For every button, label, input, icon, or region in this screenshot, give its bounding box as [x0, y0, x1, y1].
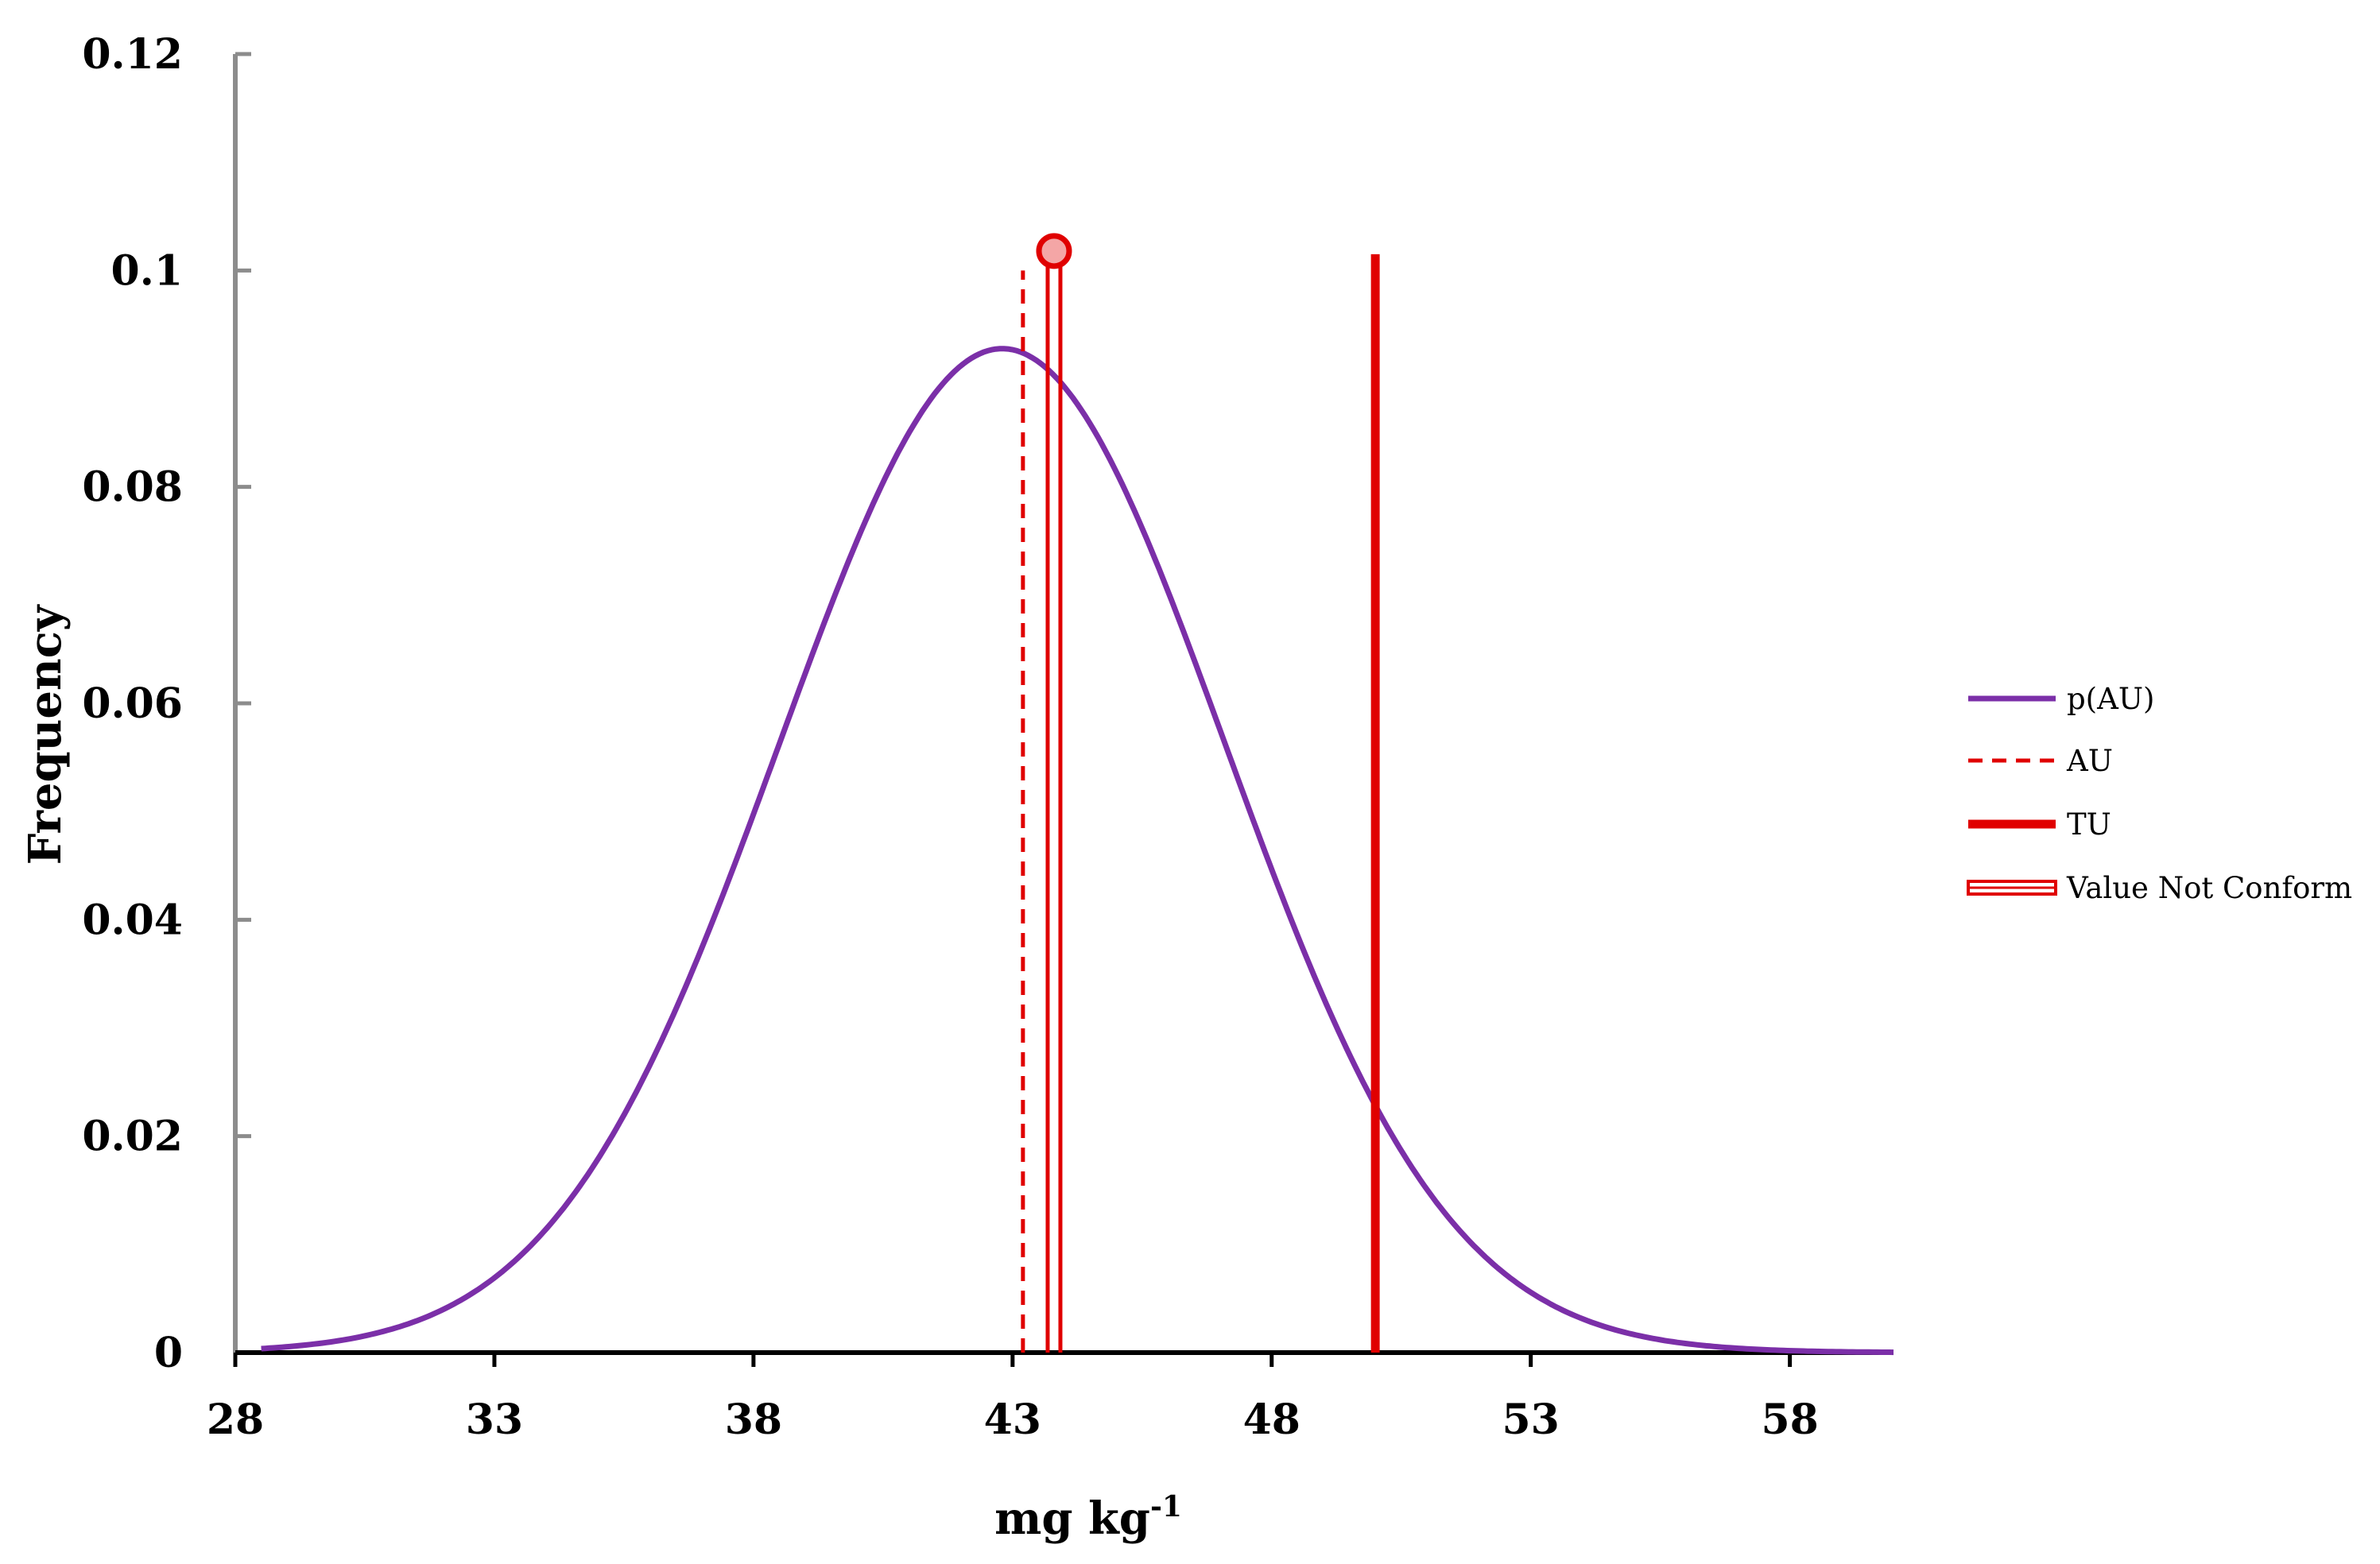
x-tick-label: 38: [725, 1396, 782, 1444]
y-tick-label: 0.08: [82, 463, 183, 512]
series-p-au-curve: [261, 346, 1894, 1356]
x-tick-label: 58: [1761, 1396, 1818, 1444]
x-tick-label: 43: [984, 1396, 1041, 1444]
legend: p(AU) AU TU Value Not Conform: [1967, 682, 2352, 905]
x-axis-title-text: mg kg: [994, 1492, 1150, 1545]
y-axis-title: Frequency: [19, 604, 72, 865]
x-axis-title: mg kg-1: [994, 1490, 1182, 1545]
axes: 0 0.02 0.04 0.06 0.08 0.1 0.12 28 33 38 43 48 53 58 mg…: [19, 30, 1894, 1545]
x-tick-label: 33: [466, 1396, 523, 1444]
y-tick-label: 0.02: [82, 1113, 183, 1161]
x-tick-label: 28: [207, 1396, 264, 1444]
y-tick-label: 0.12: [82, 30, 183, 79]
legend-label-tu: TU: [2067, 807, 2111, 842]
legend-label-p-au: p(AU): [2067, 682, 2154, 716]
x-tick-label: 48: [1243, 1396, 1300, 1444]
legend-label-value-not-conform: Value Not Conform: [2066, 871, 2352, 905]
plot-area: [261, 233, 1894, 1356]
series-value-not-conform-marker: [1036, 233, 1072, 269]
y-tick-label: 0: [154, 1329, 183, 1377]
x-axis-title-superscript: -1: [1150, 1490, 1182, 1523]
y-tick-label: 0.06: [82, 679, 183, 728]
legend-label-au: AU: [2066, 744, 2113, 778]
x-tick-label: 53: [1502, 1396, 1560, 1444]
y-tick-label: 0.04: [82, 896, 183, 944]
y-tick-label: 0.1: [111, 246, 183, 295]
